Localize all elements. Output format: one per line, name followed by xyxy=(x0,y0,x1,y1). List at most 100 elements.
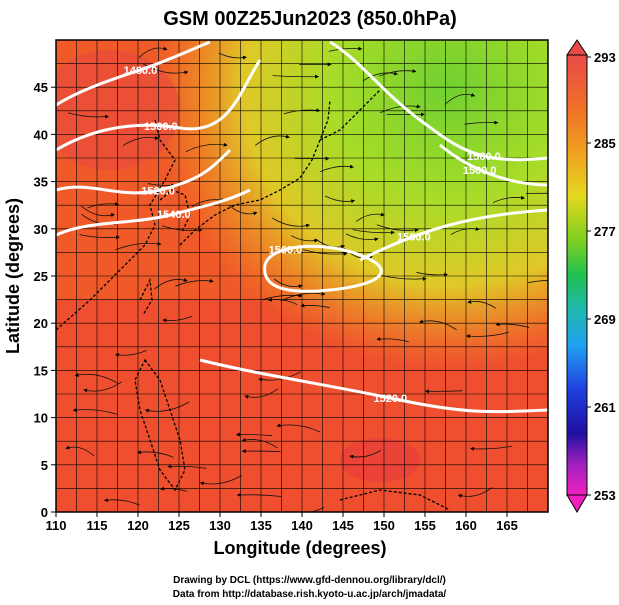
wind-streamline xyxy=(362,71,399,82)
contour-line-1560-high xyxy=(439,143,548,187)
colorbar-gradient xyxy=(566,54,588,496)
contour-line-1520 xyxy=(56,148,232,195)
wind-streamline xyxy=(376,224,419,233)
height-contours xyxy=(56,40,548,414)
lat-lon-grid xyxy=(56,40,548,512)
x-tick-label: 155 xyxy=(414,518,436,533)
colorbar-tick-label: 253 xyxy=(594,488,616,503)
wind-streamline xyxy=(492,195,525,203)
wind-streamline xyxy=(122,135,159,147)
y-tick-label: 5 xyxy=(41,458,48,473)
wind-streamline xyxy=(272,217,311,228)
temperature-field-warm-core-west xyxy=(56,50,180,170)
wind-streamline xyxy=(144,401,190,413)
wind-streamline xyxy=(300,303,330,309)
wind-streamline xyxy=(65,445,95,457)
contour-label: 1560.0 xyxy=(269,244,303,256)
contour-labels: 1480.0 1500.0 1520.0 1540.0 1560.0 1500.0 1560… xyxy=(124,65,501,405)
wind-streamline xyxy=(244,388,279,399)
contour-line-1560-north xyxy=(329,40,548,162)
y-tick-label: 35 xyxy=(34,175,48,190)
colorbar-tick-label: 293 xyxy=(594,50,616,65)
wind-streamline xyxy=(67,112,110,119)
wind-streamline xyxy=(72,408,118,415)
contour-line-1560-east xyxy=(359,208,548,262)
colorbar-ticks: 293 285 277 269 261 253 xyxy=(587,50,616,503)
x-tick-label: 115 xyxy=(87,518,108,533)
wind-streamline xyxy=(457,487,493,498)
wind-streamline xyxy=(418,319,457,331)
wind-streamline xyxy=(272,74,320,79)
y-tick-label: 45 xyxy=(34,80,48,95)
credit-drawing: Drawing by DCL (https://www.gfd-dennou.o… xyxy=(173,575,446,586)
wind-streamline xyxy=(444,92,476,105)
wind-streamline xyxy=(379,69,417,77)
coastline-taiwan xyxy=(139,277,153,316)
wind-streamline xyxy=(142,63,189,75)
credit-data: Data from http://database.rish.kyoto-u.a… xyxy=(172,589,447,600)
wind-streamline xyxy=(302,249,348,256)
wind-streamline xyxy=(273,278,303,289)
wind-streamline xyxy=(154,278,188,290)
wind-streamline xyxy=(495,322,530,328)
wind-streamline xyxy=(283,108,321,115)
colorbar-tick-label: 269 xyxy=(594,312,616,327)
x-tick-label: 145 xyxy=(332,518,354,533)
y-tick-label: 40 xyxy=(34,127,48,142)
wind-streamline xyxy=(138,46,168,58)
wind-streamline xyxy=(424,389,463,394)
x-tick-label: 140 xyxy=(291,518,313,533)
contour-line-1520-south xyxy=(199,358,548,414)
wind-streamline xyxy=(228,204,258,216)
y-tick-label: 20 xyxy=(34,316,48,331)
coastline-china xyxy=(56,119,176,331)
contour-line-1500 xyxy=(56,59,262,152)
contour-label: 1500.0 xyxy=(144,121,178,133)
y-axis-label: Latitude (degrees) xyxy=(3,198,23,354)
coastline-japan xyxy=(179,89,381,246)
colorbar-tick-label: 277 xyxy=(594,224,616,239)
contour-label: 1520.0 xyxy=(373,393,407,405)
contour-line-1560-loop xyxy=(263,244,383,293)
wind-streamline xyxy=(376,337,409,343)
wind-streamline xyxy=(324,195,356,204)
wind-streamline xyxy=(416,271,448,277)
x-tick-label: 135 xyxy=(250,518,272,533)
colorbar-tick-label: 261 xyxy=(594,400,616,415)
x-axis-ticks: 110 115 120 125 130 135 140 145 150 155 160 165 xyxy=(46,512,518,533)
contour-label: 1540.0 xyxy=(157,209,191,221)
contour-label: 1560.0 xyxy=(467,151,501,163)
wind-streamline xyxy=(276,423,321,433)
x-axis-label: Longitude (degrees) xyxy=(213,538,386,558)
colorbar-tick-label: 285 xyxy=(594,136,616,151)
wind-streamline xyxy=(291,235,319,243)
wind-streamline xyxy=(345,233,379,242)
chart-title: GSM 00Z25Jun2023 (850.0hPa) xyxy=(163,8,456,30)
contour-label: 1480.0 xyxy=(124,65,158,77)
wind-streamline xyxy=(162,315,193,323)
contour-line-1480 xyxy=(56,40,211,107)
wind-streamline xyxy=(83,381,123,393)
coastline-philippines xyxy=(134,358,186,492)
y-tick-label: 25 xyxy=(34,269,48,284)
wind-streamline xyxy=(161,225,203,233)
y-tick-label: 0 xyxy=(41,505,48,520)
x-tick-label: 125 xyxy=(168,518,190,533)
wind-streamline xyxy=(528,280,548,284)
wind-streamline xyxy=(114,350,147,357)
wind-streamline xyxy=(241,438,278,449)
y-tick-label: 30 xyxy=(34,222,48,237)
wind-streamline xyxy=(103,498,140,506)
wind-streamline xyxy=(349,450,382,459)
x-tick-label: 120 xyxy=(127,518,149,533)
wind-streamline xyxy=(185,142,228,153)
temperature-field-warm-core-south xyxy=(340,438,420,482)
wind-streamline xyxy=(355,212,385,222)
colorbar-bottom-triangle xyxy=(566,494,588,513)
colorbar: 293 285 277 269 261 253 xyxy=(566,39,616,513)
plot-area: 1480.0 1500.0 1520.0 1540.0 1560.0 1500.0 1560… xyxy=(56,40,548,512)
wind-streamline xyxy=(115,241,162,251)
wind-streamline xyxy=(467,299,497,309)
coastline-korea xyxy=(159,189,191,233)
